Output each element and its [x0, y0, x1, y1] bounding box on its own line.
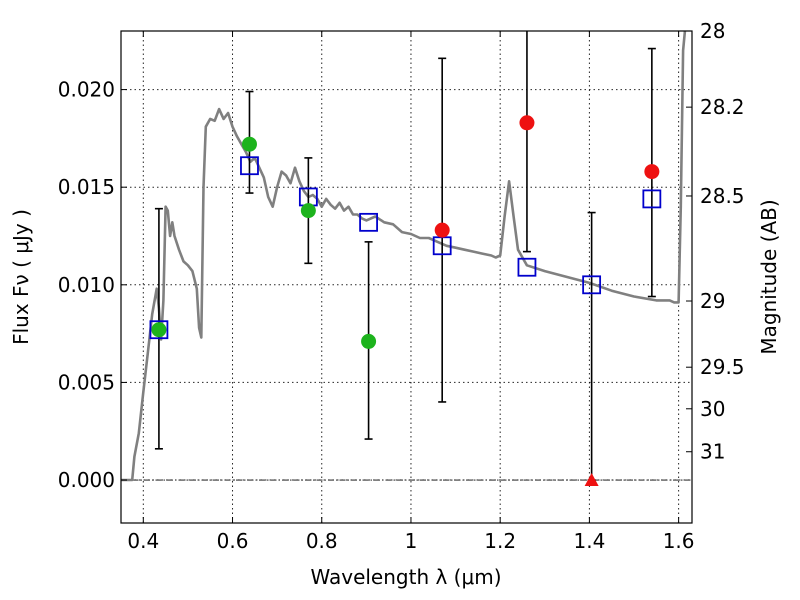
model-box	[240, 156, 259, 176]
green-point	[151, 322, 167, 338]
x-tick-label: 0.6	[217, 529, 249, 553]
model-box	[582, 275, 602, 295]
axis-ticks: 0.4 0.6 0.8 1 1.2 1.4 1.6 0.000 0.005 0.010 0.015 0…	[58, 19, 745, 553]
red-upper-limit-marker	[584, 473, 599, 487]
green-point	[300, 203, 316, 219]
x-tick-label: 1.4	[573, 529, 605, 553]
red-point	[519, 115, 535, 131]
y-axis-label: Flux Fν ( μJy )	[9, 209, 33, 345]
red-point	[434, 222, 450, 238]
right-tick-label: 28	[700, 19, 725, 43]
x-tick-label: 1.2	[484, 529, 516, 553]
green-point	[241, 136, 257, 152]
grid-lines	[121, 31, 692, 523]
right-tick-label: 30	[700, 397, 725, 421]
data-points	[151, 115, 660, 487]
error-bars	[154, 31, 656, 481]
model-box	[149, 320, 169, 340]
template-spectrum-line	[121, 31, 687, 482]
y-tick-label: 0.010	[58, 273, 115, 297]
y-tick-label: 0.000	[58, 468, 115, 492]
right-tick-label: 28.5	[700, 184, 745, 208]
x-tick-label: 0.8	[306, 529, 338, 553]
right-tick-label: 31	[700, 440, 725, 464]
x-tick-label: 1.6	[663, 529, 695, 553]
y-tick-label: 0.020	[58, 78, 115, 102]
model-boxes	[149, 156, 662, 340]
x-tick-label: 0.4	[127, 529, 159, 553]
y-tick-label: 0.015	[58, 175, 115, 199]
template-spectrum	[121, 31, 687, 482]
model-box	[642, 189, 662, 209]
x-tick-label: 1	[405, 529, 418, 553]
plot-frame	[120, 30, 693, 524]
right-tick-label: 28.2	[700, 95, 745, 119]
red-point	[644, 164, 660, 180]
green-point	[361, 333, 377, 349]
x-axis-label: Wavelength λ (μm)	[310, 565, 501, 589]
right-tick-label: 29	[700, 289, 725, 313]
y-tick-label: 0.005	[58, 370, 115, 394]
right-axis-label: Magnitude (AB)	[757, 199, 781, 354]
right-tick-label: 29.5	[700, 355, 745, 379]
model-box	[359, 212, 378, 232]
model-box	[517, 257, 537, 277]
